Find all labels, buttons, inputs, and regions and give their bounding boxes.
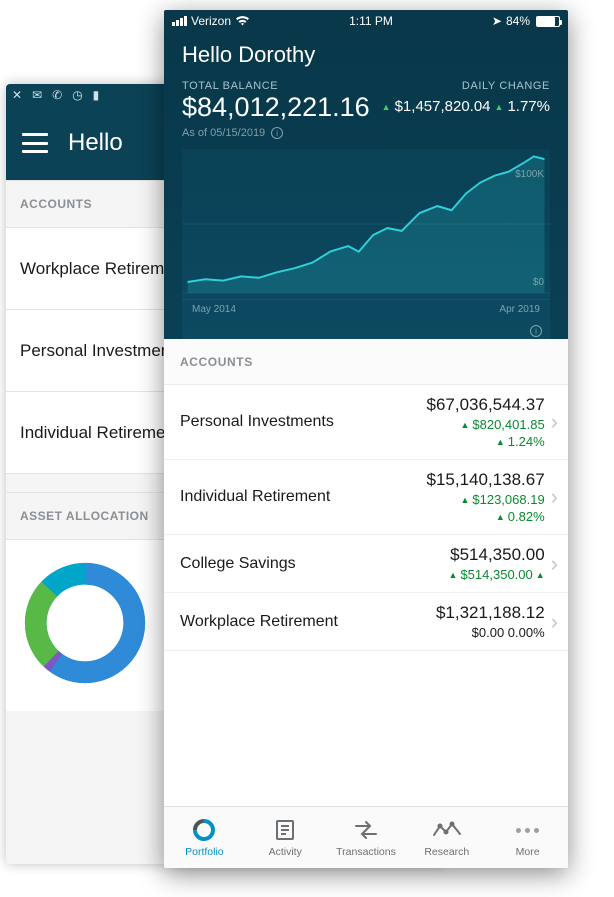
account-name: College Savings	[180, 555, 449, 573]
info-icon[interactable]: i	[271, 127, 283, 139]
accounts-section-header: ACCOUNTS	[164, 339, 568, 385]
tab-label: Research	[424, 846, 469, 858]
back-greeting: Hello	[68, 129, 123, 157]
account-row[interactable]: Personal Investments$67,036,544.37 ▲ $820…	[164, 385, 568, 460]
sync-icon: ◷	[72, 88, 82, 102]
carrier-label: Verizon	[191, 14, 231, 28]
phone-icon: ✆	[52, 88, 62, 102]
account-change-amount: $820,401.85	[472, 417, 544, 432]
portfolio-header: Hello Dorothy TOTAL BALANCE $84,012,221.…	[164, 32, 568, 339]
app-icon: ▮	[93, 88, 100, 102]
account-change: ▲ $123,068.19	[427, 492, 545, 507]
tab-bar: Portfolio Activity Transactions Research…	[164, 806, 568, 868]
tab-label: Transactions	[336, 846, 396, 858]
total-balance-value: $84,012,221.16	[182, 92, 370, 123]
tab-transactions[interactable]: Transactions	[326, 817, 407, 858]
total-balance-label: TOTAL BALANCE	[182, 80, 370, 92]
shuffle-icon: ✕	[12, 88, 22, 102]
info-icon[interactable]: i	[530, 325, 542, 337]
account-change-pct: 1.24%	[508, 434, 545, 449]
location-icon: ➤	[492, 14, 502, 28]
up-triangle-icon: ▲	[382, 102, 391, 112]
chevron-right-icon: ›	[549, 609, 560, 635]
up-triangle-icon: ▲	[496, 512, 505, 522]
tab-activity[interactable]: Activity	[245, 817, 326, 858]
portfolio-icon	[191, 817, 217, 843]
chart-ylabel-top: $100K	[515, 169, 544, 180]
up-triangle-icon: ▲	[460, 495, 469, 505]
tab-label: More	[516, 846, 540, 858]
account-balance: $1,321,188.12	[436, 603, 545, 623]
tab-label: Activity	[269, 846, 302, 858]
account-name: Personal Investments	[180, 413, 427, 431]
up-triangle-icon: ▲	[536, 570, 545, 580]
account-change-pct-row: ▲ 1.24%	[427, 434, 545, 449]
account-change: $0.00 0.00%	[436, 625, 545, 640]
foreground-phone: Verizon 1:11 PM ➤ 84% Hello Dorothy TOTA…	[164, 10, 568, 868]
up-triangle-icon: ▲	[460, 420, 469, 430]
chart-ylabel-bottom: $0	[533, 277, 544, 288]
menu-icon[interactable]	[22, 133, 48, 153]
account-change-amount: $514,350.00	[460, 567, 532, 582]
account-change: ▲ $820,401.85	[427, 417, 545, 432]
research-icon	[432, 817, 462, 843]
chart-xlabel-right: Apr 2019	[499, 304, 540, 315]
chevron-right-icon: ›	[549, 484, 560, 510]
ios-status-bar: Verizon 1:11 PM ➤ 84%	[164, 10, 568, 32]
up-triangle-icon: ▲	[496, 437, 505, 447]
signal-icon	[172, 16, 187, 26]
wifi-icon	[235, 14, 250, 29]
balance-chart[interactable]: $100K $0 May 2014 Apr 2019 i	[182, 149, 550, 339]
accounts-list: Personal Investments$67,036,544.37 ▲ $820…	[164, 385, 568, 651]
account-balance: $514,350.00	[449, 545, 545, 565]
chart-xlabel-left: May 2014	[192, 304, 236, 315]
daily-change-amount: $1,457,820.04	[395, 98, 491, 115]
battery-icon	[536, 16, 560, 27]
account-name: Workplace Retirement	[180, 613, 436, 631]
tab-label: Portfolio	[185, 846, 224, 858]
account-change-amount: $123,068.19	[472, 492, 544, 507]
account-change-amount: $0.00 0.00%	[472, 625, 545, 640]
chevron-right-icon: ›	[549, 409, 560, 435]
account-change-pct: 0.82%	[508, 509, 545, 524]
account-row[interactable]: College Savings$514,350.00▲ $514,350.00 …	[164, 535, 568, 593]
line-chart-icon	[182, 149, 550, 299]
account-change: ▲ $514,350.00 ▲	[449, 567, 545, 582]
more-icon	[516, 817, 539, 843]
greeting: Hello Dorothy	[182, 42, 550, 68]
account-name: Individual Retirement	[180, 488, 427, 506]
account-balance: $15,140,138.67	[427, 470, 545, 490]
mail-icon: ✉	[32, 88, 42, 102]
tab-more[interactable]: More	[487, 817, 568, 858]
up-triangle-icon: ▲	[495, 102, 504, 112]
account-row[interactable]: Individual Retirement$15,140,138.67 ▲ $12…	[164, 460, 568, 535]
chevron-right-icon: ›	[549, 551, 560, 577]
transactions-icon	[352, 817, 380, 843]
up-triangle-icon: ▲	[449, 570, 458, 580]
status-time: 1:11 PM	[349, 14, 393, 28]
tab-portfolio[interactable]: Portfolio	[164, 817, 245, 858]
donut-chart-icon	[20, 558, 150, 688]
account-row[interactable]: Workplace Retirement$1,321,188.12 $0.00 0…	[164, 593, 568, 651]
daily-change-pct: 1.77%	[507, 98, 550, 115]
battery-pct: 84%	[506, 14, 530, 28]
tab-research[interactable]: Research	[406, 817, 487, 858]
activity-icon	[273, 817, 297, 843]
as-of-date: As of 05/15/2019	[182, 127, 265, 139]
daily-change-label: DAILY CHANGE	[382, 80, 550, 92]
account-balance: $67,036,544.37	[427, 395, 545, 415]
account-change-pct-row: ▲ 0.82%	[427, 509, 545, 524]
